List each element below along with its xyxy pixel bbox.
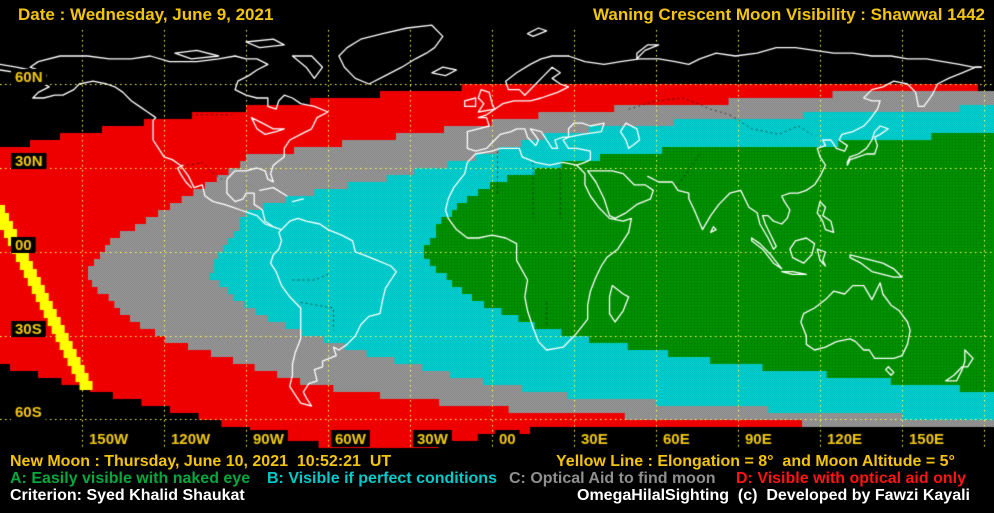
criterion-label: Criterion: Syed Khalid Shaukat	[10, 487, 245, 504]
legend-b-perfect-conditions: B: Visible if perfect conditions	[267, 470, 497, 487]
date-label: Date : Wednesday, June 9, 2021	[18, 5, 274, 24]
credit-label: OmegaHilalSighting (c) Developed by Fawz…	[577, 487, 970, 504]
new-moon-label: New Moon : Thursday, June 10, 2021 10:52…	[10, 453, 392, 470]
page-title: Waning Crescent Moon Visibility : Shawwa…	[592, 5, 985, 24]
legend-d-optical-aid-only: D: Visible with optical aid only	[736, 470, 966, 487]
legend-c-optical-aid-find: C: Optical Aid to find moon	[509, 470, 716, 487]
yellow-line-label: Yellow Line : Elongation = 8° and Moon A…	[556, 453, 955, 470]
legend-a-naked-eye: A: Easily visible with naked eye	[10, 470, 251, 487]
